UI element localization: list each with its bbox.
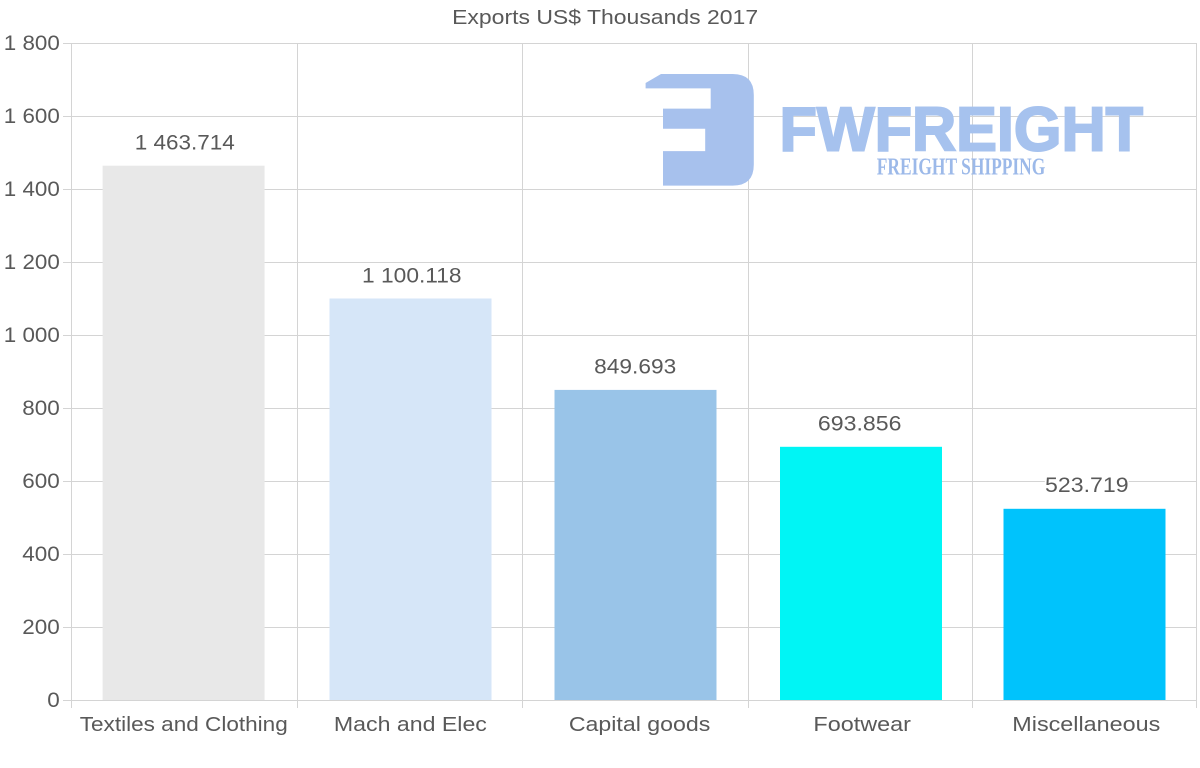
svg-text:Footwear: Footwear — [813, 713, 911, 736]
svg-text:523.719: 523.719 — [1045, 473, 1129, 497]
svg-text:Miscellaneous: Miscellaneous — [1012, 713, 1160, 736]
svg-text:Capital goods: Capital goods — [569, 713, 711, 736]
svg-text:0: 0 — [47, 689, 60, 712]
svg-text:Textiles and Clothing: Textiles and Clothing — [80, 713, 288, 736]
svg-text:1 100.118: 1 100.118 — [362, 263, 462, 287]
svg-text:200: 200 — [22, 616, 60, 639]
svg-text:400: 400 — [22, 543, 60, 566]
svg-text:693.856: 693.856 — [818, 411, 902, 435]
svg-text:1 600: 1 600 — [4, 105, 60, 128]
svg-text:1 800: 1 800 — [4, 32, 60, 55]
svg-text:Mach and Elec: Mach and Elec — [334, 713, 487, 736]
svg-text:1 463.714: 1 463.714 — [135, 131, 235, 155]
svg-text:1 200: 1 200 — [4, 251, 60, 274]
svg-text:FWFREIGHT: FWFREIGHT — [780, 95, 1144, 164]
svg-text:800: 800 — [22, 397, 60, 420]
svg-text:FREIGHT SHIPPING: FREIGHT SHIPPING — [877, 154, 1046, 181]
svg-text:1 400: 1 400 — [4, 178, 60, 201]
svg-text:600: 600 — [22, 470, 60, 493]
svg-text:Exports US$ Thousands 2017: Exports US$ Thousands 2017 — [452, 7, 758, 29]
svg-text:849.693: 849.693 — [594, 354, 676, 378]
svg-text:1 000: 1 000 — [4, 324, 60, 347]
